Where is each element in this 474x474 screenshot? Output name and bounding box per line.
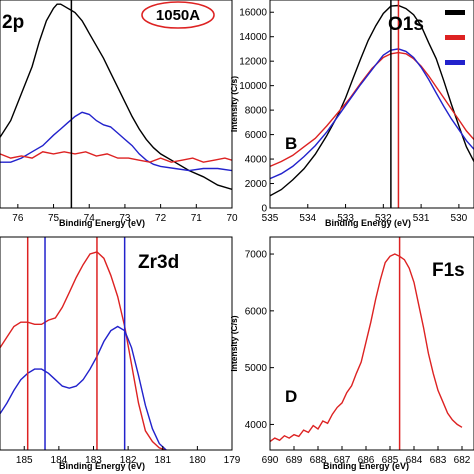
series-line-1 [0, 3, 232, 190]
x-tick-label: 73 [119, 213, 131, 224]
series-line-1 [270, 253, 463, 443]
x-tick-label: 535 [262, 213, 279, 224]
panel-title: O1s [388, 14, 424, 35]
x-tick-label: 183 [85, 455, 102, 466]
y-tick-label: 4000 [245, 420, 268, 431]
y-tick-label: 8000 [245, 106, 268, 117]
series-line-2 [0, 111, 232, 172]
plot-frame [269, 0, 474, 209]
x-tick-label: 71 [191, 213, 203, 224]
x-tick-label: 534 [299, 213, 316, 224]
x-tick-label: 684 [406, 455, 423, 466]
panel-letter: D [285, 387, 297, 406]
x-tick-label: 689 [286, 455, 303, 466]
legend-swatch [445, 35, 465, 40]
panel-letter: B [285, 134, 297, 153]
x-tick-label: 72 [155, 213, 167, 224]
x-tick-label: 685 [382, 455, 399, 466]
x-axis-label: Binding Energy (eV) [325, 218, 411, 228]
x-tick-label: 184 [51, 455, 68, 466]
x-tick-label: 687 [334, 455, 351, 466]
x-tick-label: 181 [154, 455, 171, 466]
y-tick-label: 14000 [239, 32, 267, 43]
panel-c: 185 184 183 182 181 180 179 Binding Energy (eV)… [0, 236, 241, 471]
x-tick-label: 74 [84, 213, 96, 224]
series-line-2 [0, 325, 167, 450]
y-tick-label: 0 [261, 204, 267, 215]
sample-badge: 1050A [156, 7, 200, 24]
panel-title: F1s [432, 260, 465, 281]
y-tick-label: 7000 [245, 250, 268, 261]
x-tick-label: 180 [189, 455, 206, 466]
y-axis-label: Intensity (C/s) [229, 315, 239, 371]
x-tick-label: 179 [224, 455, 241, 466]
series-line-1 [0, 251, 167, 450]
panel-b: 535 534 533 532 531 530 0 2000 4000 6000 8000 10000… [229, 0, 474, 228]
panel-title: Zr3d [138, 252, 179, 273]
x-tick-label: 532 [375, 213, 392, 224]
y-tick-label: 6000 [245, 306, 268, 317]
x-tick-label: 688 [310, 455, 327, 466]
x-tick-label: 75 [48, 213, 60, 224]
y-tick-label: 6000 [245, 130, 268, 141]
x-axis-label: Binding Energy (eV) [323, 461, 409, 471]
x-tick-label: 76 [12, 213, 24, 224]
x-tick-label: 530 [451, 213, 468, 224]
badge-outline [141, 1, 215, 29]
y-tick-label: 2000 [245, 179, 268, 190]
x-tick-label: 531 [413, 213, 430, 224]
x-tick-label: 70 [226, 213, 238, 224]
plot-frame [0, 236, 233, 451]
series-line-3 [0, 151, 232, 163]
y-tick-label: 10000 [239, 81, 267, 92]
legend-swatch [445, 10, 465, 15]
y-tick-label: 12000 [239, 57, 267, 68]
x-tick-label: 683 [430, 455, 447, 466]
legend-swatch [445, 60, 465, 65]
x-tick-label: 682 [454, 455, 471, 466]
y-tick-label: 4000 [245, 155, 268, 166]
y-tick-label: 16000 [239, 8, 267, 19]
x-tick-label: 690 [262, 455, 279, 466]
x-tick-label: 182 [120, 455, 137, 466]
panel-title: 2p [2, 12, 24, 33]
panel-d: 690 689 688 687 686 685 684 683 682 4000 5000 6000 7… [229, 236, 474, 471]
y-tick-label: 5000 [245, 363, 268, 374]
x-tick-label: 686 [358, 455, 375, 466]
plot-frame [0, 0, 233, 209]
x-tick-label: 533 [337, 213, 354, 224]
y-axis-label: Intensity (C/s) [229, 76, 239, 132]
x-axis-label: Binding Energy (eV) [59, 218, 145, 228]
plot-frame [269, 236, 474, 451]
x-tick-label: 185 [16, 455, 33, 466]
x-axis-label: Binding Energy (eV) [59, 461, 145, 471]
series-line-1 [270, 4, 474, 197]
panel-a: 76 75 74 73 72 71 70 Binding Energy (eV) 2p 1050A [0, 0, 238, 228]
